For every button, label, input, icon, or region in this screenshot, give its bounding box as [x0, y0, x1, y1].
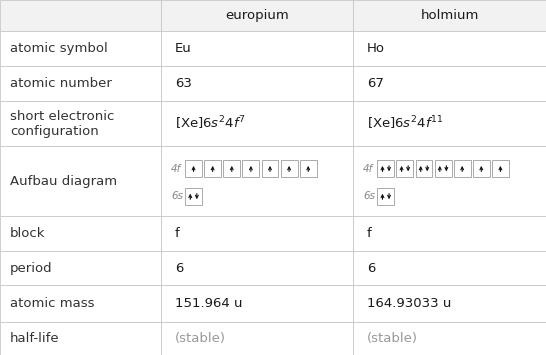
Bar — [353, 322, 546, 355]
Text: Ho: Ho — [367, 42, 385, 55]
Text: atomic mass: atomic mass — [10, 297, 94, 310]
Bar — [0, 0, 161, 31]
Text: 6: 6 — [367, 262, 375, 274]
Text: $\mathrm{[Xe]6}s^{2}4f^{11}$: $\mathrm{[Xe]6}s^{2}4f^{11}$ — [367, 115, 443, 132]
Text: f: f — [367, 227, 372, 240]
Bar — [353, 31, 546, 66]
Bar — [161, 0, 353, 31]
Text: 4f: 4f — [171, 164, 181, 174]
Bar — [416, 160, 432, 177]
Bar — [353, 285, 546, 322]
Text: 63: 63 — [175, 77, 192, 90]
Bar — [161, 322, 353, 355]
Text: short electronic
configuration: short electronic configuration — [10, 110, 114, 137]
Bar — [0, 322, 161, 355]
Bar — [435, 160, 452, 177]
Text: 67: 67 — [367, 77, 384, 90]
Bar — [161, 251, 353, 285]
Text: europium: europium — [225, 9, 289, 22]
Bar — [377, 188, 394, 205]
Bar — [353, 66, 546, 101]
Bar — [0, 66, 161, 101]
Bar — [473, 160, 490, 177]
Bar — [0, 216, 161, 251]
Bar — [492, 160, 509, 177]
Bar — [0, 31, 161, 66]
Bar — [223, 160, 240, 177]
Text: $\mathrm{[Xe]6}s^{2}4f^{7}$: $\mathrm{[Xe]6}s^{2}4f^{7}$ — [175, 115, 246, 132]
Text: (stable): (stable) — [367, 332, 418, 345]
Bar — [353, 216, 546, 251]
Text: f: f — [175, 227, 180, 240]
Bar — [454, 160, 471, 177]
Bar — [161, 146, 353, 216]
Bar — [161, 285, 353, 322]
Bar — [353, 101, 546, 146]
Bar — [161, 216, 353, 251]
Bar — [281, 160, 298, 177]
Text: half-life: half-life — [10, 332, 60, 345]
Bar — [353, 251, 546, 285]
Bar — [0, 285, 161, 322]
Bar — [242, 160, 259, 177]
Bar — [396, 160, 413, 177]
Text: 151.964 u: 151.964 u — [175, 297, 242, 310]
Bar — [161, 66, 353, 101]
Bar — [161, 101, 353, 146]
Bar — [300, 160, 317, 177]
Text: Aufbau diagram: Aufbau diagram — [10, 175, 117, 188]
Bar — [262, 160, 278, 177]
Bar — [353, 146, 546, 216]
Text: 6: 6 — [175, 262, 183, 274]
Bar — [0, 146, 161, 216]
Bar — [204, 160, 221, 177]
Text: period: period — [10, 262, 52, 274]
Bar — [377, 160, 394, 177]
Bar — [185, 188, 202, 205]
Text: (stable): (stable) — [175, 332, 225, 345]
Bar — [185, 160, 202, 177]
Text: 6s: 6s — [171, 191, 183, 201]
Text: atomic symbol: atomic symbol — [10, 42, 108, 55]
Text: 164.93033 u: 164.93033 u — [367, 297, 452, 310]
Text: block: block — [10, 227, 45, 240]
Text: holmium: holmium — [420, 9, 479, 22]
Bar — [0, 101, 161, 146]
Bar — [161, 31, 353, 66]
Text: Eu: Eu — [175, 42, 192, 55]
Text: 4f: 4f — [363, 164, 373, 174]
Text: 6s: 6s — [363, 191, 375, 201]
Text: atomic number: atomic number — [10, 77, 112, 90]
Bar — [0, 251, 161, 285]
Bar — [353, 0, 546, 31]
